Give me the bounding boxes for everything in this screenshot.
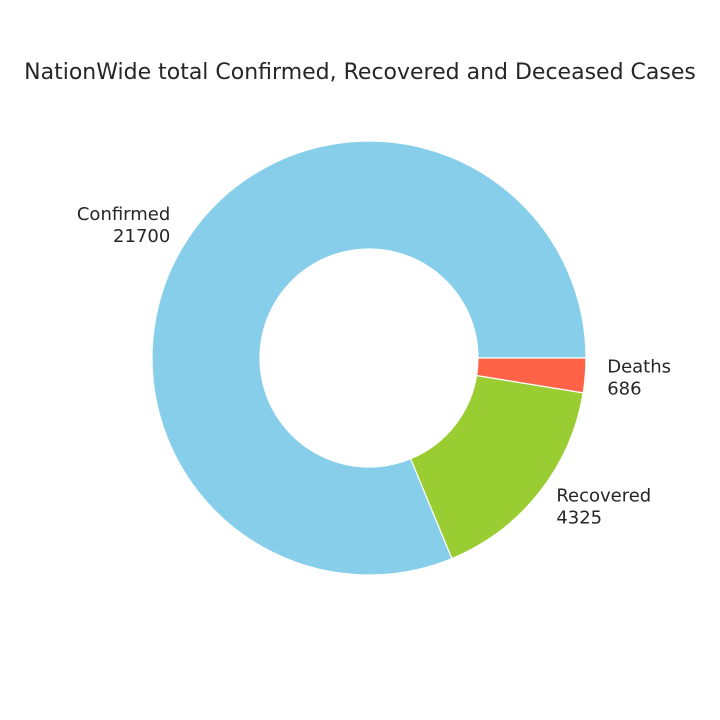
slice-recovered — [409, 374, 584, 560]
slice-value-label: 21700 — [113, 226, 170, 247]
slice-category-label: Confirmed — [77, 204, 170, 225]
chart-title: NationWide total Confirmed, Recovered an… — [24, 60, 696, 85]
slice-label-deaths: Deaths 686 — [607, 356, 671, 399]
slice-label-recovered: Recovered 4325 — [556, 485, 651, 528]
slice-deaths — [475, 357, 587, 394]
slice-category-label: Deaths — [607, 356, 671, 377]
slice-value-label: 4325 — [556, 507, 602, 528]
slice-label-confirmed: Confirmed 21700 — [77, 204, 170, 247]
slice-category-label: Recovered — [556, 485, 651, 506]
slice-confirmed — [151, 140, 587, 576]
slice-value-label: 686 — [607, 378, 641, 399]
